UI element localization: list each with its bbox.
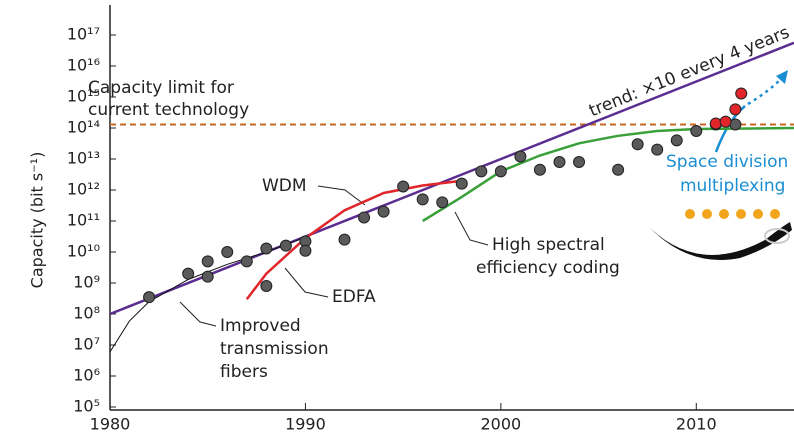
data-point [455, 177, 468, 190]
annotation: Space division [666, 152, 788, 172]
leader-line [454, 211, 489, 246]
data-point [514, 150, 527, 163]
fiber-end [764, 228, 790, 244]
data-point [719, 115, 732, 128]
data-point [279, 239, 292, 252]
data-point [397, 180, 410, 193]
x-tick-label: 1980 [90, 415, 131, 434]
x-tick-label: 1990 [285, 415, 326, 434]
data-point [494, 165, 507, 178]
annotation: EDFA [332, 287, 376, 307]
data-point [690, 125, 703, 138]
data-point [735, 87, 748, 100]
y-tick-label: 10¹¹ [67, 211, 100, 230]
data-point [240, 255, 253, 268]
y-tick-label: 10¹⁷ [67, 25, 100, 44]
y-axis-label: Capacity (bit s⁻¹) [28, 152, 47, 289]
leader-line [317, 185, 366, 206]
annotation: High spectral [492, 235, 605, 255]
x-tick-label: 2000 [480, 415, 521, 434]
fiber-illustration [650, 209, 792, 260]
data-point [299, 244, 312, 257]
y-tick-label: 10¹³ [67, 149, 100, 168]
data-point [475, 165, 488, 178]
y-tick-label: 10¹⁴ [67, 118, 100, 137]
data-point [631, 138, 644, 151]
annotation: multiplexing [680, 176, 785, 196]
annotation: transmission [220, 339, 329, 359]
data-point [416, 193, 429, 206]
sdm-arrow-dotted [747, 77, 783, 106]
data-point [201, 270, 214, 283]
data-point [709, 117, 722, 130]
mode-dots [685, 209, 780, 219]
y-tick-label: 10⁹ [73, 273, 100, 292]
y-tick-label: 10⁵ [73, 397, 100, 416]
data-point [553, 156, 566, 169]
y-tick-label: 10¹² [67, 180, 100, 199]
fiber-shape [650, 222, 792, 260]
annotation: fibers [220, 362, 268, 382]
annotation: current technology [88, 100, 249, 120]
leader-line [179, 301, 217, 327]
data-point [338, 233, 351, 246]
trend-line [245, 179, 462, 300]
leader-line [284, 267, 329, 298]
data-point [573, 156, 586, 169]
y-tick-label: 10¹⁵ [67, 87, 100, 106]
annotation: Improved [220, 316, 301, 336]
trend-line [109, 41, 794, 316]
data-point [143, 291, 156, 304]
x-tick-label: 2010 [676, 415, 717, 434]
annotation: efficiency coding [476, 258, 620, 278]
data-point [377, 205, 390, 218]
annotation: WDM [262, 176, 307, 196]
data-point [729, 118, 742, 131]
y-tick-label: 10¹⁰ [67, 242, 100, 261]
y-tick-label: 10⁸ [73, 304, 100, 323]
annotation: Capacity limit for [88, 78, 234, 98]
data-point [533, 163, 546, 176]
data-point [260, 242, 273, 255]
data-point [260, 280, 273, 293]
data-point [221, 246, 234, 258]
data-point [436, 196, 449, 209]
data-point [201, 255, 214, 268]
data-point [651, 143, 664, 156]
data-point [182, 267, 195, 280]
trend-line [422, 126, 794, 223]
y-tick-label: 10⁷ [73, 335, 100, 354]
y-tick-label: 10¹⁶ [67, 56, 100, 75]
data-point [670, 134, 683, 147]
data-point [729, 103, 742, 116]
data-point [612, 163, 625, 176]
annotation: trend: ×10 every 4 years [586, 22, 792, 121]
data-point [358, 211, 371, 224]
sdm-arrow-head [776, 70, 788, 84]
y-tick-label: 10⁶ [73, 366, 100, 385]
